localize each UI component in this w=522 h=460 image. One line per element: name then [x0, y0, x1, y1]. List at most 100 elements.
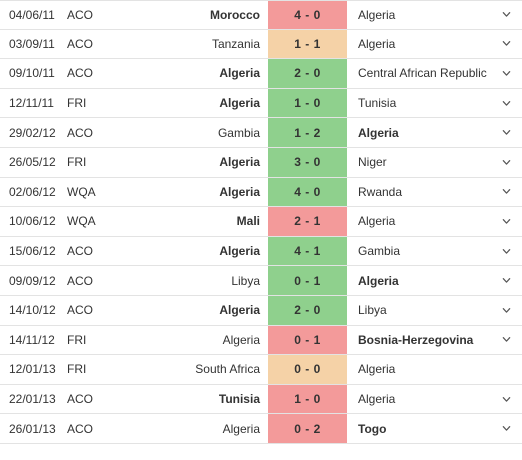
competition-code: ACO — [67, 7, 94, 22]
match-date: 14/11/12 — [9, 332, 55, 347]
competition-code: WQA — [67, 184, 96, 199]
competition-code: FRI — [67, 96, 87, 111]
match-date: 29/02/12 — [9, 125, 56, 140]
away-team: Tunisia — [358, 96, 397, 111]
match-row[interactable]: 26/05/12 FRI Algeria 3 - 0 Niger — [0, 147, 522, 178]
competition-code: ACO — [67, 421, 94, 436]
chevron-down-icon[interactable] — [498, 385, 514, 414]
match-date: 26/01/13 — [9, 421, 56, 436]
home-team: Algeria — [219, 155, 260, 170]
chevron-down-icon[interactable] — [498, 1, 514, 29]
away-team: Algeria — [358, 362, 396, 377]
match-row[interactable]: 12/11/11 FRI Algeria 1 - 0 Tunisia — [0, 88, 522, 119]
score-badge: 1 - 0 — [268, 384, 347, 414]
match-results-list: 04/06/11 ACO Morocco 4 - 0 Algeria 03/09… — [0, 0, 522, 444]
score-badge: 2 - 0 — [268, 295, 347, 325]
score-badge: 2 - 0 — [268, 59, 347, 88]
home-team: Morocco — [209, 7, 260, 22]
home-team: Algeria — [222, 421, 260, 436]
away-team: Algeria — [358, 392, 396, 407]
home-team: Algeria — [219, 244, 260, 259]
chevron-down-icon[interactable] — [498, 30, 514, 59]
match-row[interactable]: 03/09/11 ACO Tanzania 1 - 1 Algeria — [0, 29, 522, 60]
chevron-down-icon[interactable] — [498, 414, 514, 443]
score-badge: 1 - 2 — [268, 118, 347, 147]
match-row[interactable]: 09/09/12 ACO Libya 0 - 1 Algeria — [0, 266, 522, 296]
home-team: Algeria — [219, 303, 260, 318]
match-row[interactable]: 14/11/12 FRI Algeria 0 - 1 Bosnia-Herzeg… — [0, 325, 522, 356]
competition-code: FRI — [67, 362, 87, 377]
competition-code: ACO — [67, 392, 94, 407]
score-badge: 0 - 1 — [268, 266, 347, 295]
score-badge: 4 - 0 — [268, 1, 347, 29]
competition-code: ACO — [67, 125, 94, 140]
competition-code: ACO — [67, 66, 94, 81]
chevron-down-icon[interactable] — [498, 178, 514, 207]
score-badge: 4 - 0 — [268, 177, 347, 207]
competition-code: WQA — [67, 214, 96, 229]
away-team: Niger — [358, 155, 387, 170]
match-date: 22/01/13 — [9, 392, 56, 407]
away-team: Gambia — [358, 244, 401, 259]
score-badge: 1 - 0 — [268, 88, 347, 118]
match-date: 15/06/12 — [9, 244, 56, 259]
home-team: Mali — [236, 214, 260, 229]
match-date: 09/09/12 — [9, 273, 56, 288]
score-badge: 1 - 1 — [268, 29, 347, 59]
home-team: Tunisia — [218, 392, 260, 407]
competition-code: FRI — [67, 332, 87, 347]
away-team: Algeria — [358, 273, 399, 288]
match-row[interactable]: 15/06/12 ACO Algeria 4 - 1 Gambia — [0, 236, 522, 267]
match-date: 12/01/13 — [9, 362, 56, 377]
chevron-down-icon[interactable] — [498, 207, 514, 236]
away-team: Algeria — [358, 7, 396, 22]
competition-code: ACO — [67, 273, 94, 288]
competition-code: ACO — [67, 36, 94, 51]
match-date: 04/06/11 — [9, 7, 55, 22]
match-row[interactable]: 02/06/12 WQA Algeria 4 - 0 Rwanda — [0, 177, 522, 208]
match-row[interactable]: 26/01/13 ACO Algeria 0 - 2 Togo — [0, 414, 522, 444]
away-team: Rwanda — [358, 184, 403, 199]
score-badge: 0 - 0 — [268, 355, 347, 384]
match-row[interactable]: 09/10/11 ACO Algeria 2 - 0 Central Afric… — [0, 59, 522, 89]
chevron-down-icon[interactable] — [498, 237, 514, 266]
away-team: Togo — [358, 421, 387, 436]
chevron-down-icon[interactable] — [498, 296, 514, 325]
competition-code: ACO — [67, 303, 94, 318]
home-team: Algeria — [219, 66, 260, 81]
home-team: Algeria — [222, 332, 260, 347]
match-row[interactable]: 14/10/12 ACO Algeria 2 - 0 Libya — [0, 295, 522, 326]
match-row[interactable]: 04/06/11 ACO Morocco 4 - 0 Algeria — [0, 0, 522, 30]
away-team: Algeria — [358, 125, 399, 140]
score-badge: 4 - 1 — [268, 236, 347, 266]
competition-code: ACO — [67, 244, 94, 259]
home-team: Libya — [231, 273, 260, 288]
home-team: Tanzania — [211, 36, 260, 51]
match-date: 26/05/12 — [9, 155, 56, 170]
score-badge: 0 - 2 — [268, 414, 347, 443]
chevron-down-icon[interactable] — [498, 326, 514, 355]
match-date: 10/06/12 — [9, 214, 56, 229]
chevron-down-icon[interactable] — [498, 148, 514, 177]
away-team: Algeria — [358, 214, 396, 229]
chevron-down-icon[interactable] — [498, 266, 514, 295]
away-team: Libya — [358, 303, 387, 318]
match-date: 12/11/11 — [9, 96, 54, 111]
away-team: Algeria — [358, 36, 396, 51]
home-team: Gambia — [217, 125, 260, 140]
chevron-down-icon[interactable] — [498, 89, 514, 118]
score-badge: 2 - 1 — [268, 207, 347, 236]
home-team: Algeria — [219, 96, 260, 111]
match-row[interactable]: 22/01/13 ACO Tunisia 1 - 0 Algeria — [0, 384, 522, 415]
match-row[interactable]: 10/06/12 WQA Mali 2 - 1 Algeria — [0, 207, 522, 237]
away-team: Bosnia-Herzegovina — [358, 332, 474, 347]
away-team: Central African Republic — [358, 66, 487, 81]
match-date: 09/10/11 — [9, 66, 55, 81]
chevron-down-icon[interactable] — [498, 118, 514, 147]
home-team: South Africa — [195, 362, 260, 377]
chevron-down-icon[interactable] — [498, 59, 514, 88]
competition-code: FRI — [67, 155, 87, 170]
match-row[interactable]: 29/02/12 ACO Gambia 1 - 2 Algeria — [0, 118, 522, 148]
match-date: 14/10/12 — [9, 303, 56, 318]
match-date: 03/09/11 — [9, 36, 55, 51]
